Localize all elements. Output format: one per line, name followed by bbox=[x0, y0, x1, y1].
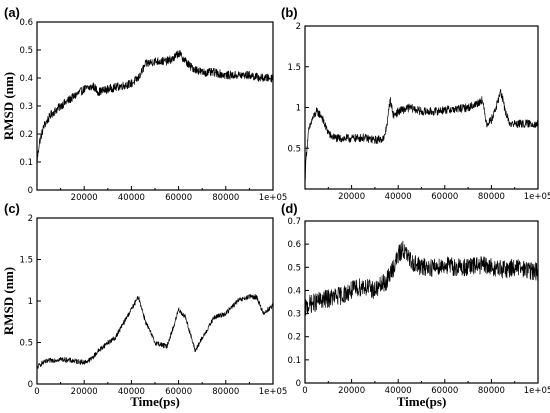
panel-label: (c) bbox=[4, 201, 20, 216]
x-tick-label: 20000 bbox=[71, 193, 98, 203]
y-tick-label: 1 bbox=[296, 104, 301, 114]
y-tick-label: 0.5 bbox=[19, 46, 33, 56]
plot-frame bbox=[304, 25, 539, 190]
rmsd-trace bbox=[36, 50, 274, 163]
y-tick-label: 0.2 bbox=[19, 130, 33, 140]
x-tick-label: 40000 bbox=[385, 192, 412, 202]
x-tick-label: 60000 bbox=[431, 192, 458, 202]
x-tick-label: 80000 bbox=[212, 193, 239, 203]
y-tick-label: 0.4 bbox=[19, 74, 33, 84]
y-tick-label: 0.5 bbox=[287, 263, 301, 273]
panel-label: (b) bbox=[281, 5, 298, 20]
y-tick-label: 0.1 bbox=[19, 158, 33, 168]
x-tick-label: 40000 bbox=[385, 386, 412, 396]
x-tick-label: 0 bbox=[302, 386, 307, 396]
x-axis-title: Time(ps) bbox=[397, 394, 447, 409]
y-tick-label: 0 bbox=[28, 380, 33, 390]
x-tick-label: 0 bbox=[34, 387, 39, 397]
y-tick-label: 1.5 bbox=[287, 63, 301, 73]
plot-frame bbox=[304, 220, 539, 384]
y-tick-label: 2 bbox=[28, 214, 33, 224]
y-tick-label: 0.1 bbox=[287, 356, 301, 366]
x-tick-label: 1e+05 bbox=[259, 193, 288, 203]
panel-a: (a) 20000 40000 60000 80000 1e+05 0 0.1 0.2 0.3 0.… bbox=[1, 5, 287, 203]
panel-c: (c) 0 20000 40000 60000 80000 1e+05 0 0.5 1 1.5 2 RM… bbox=[1, 201, 287, 409]
y-tick-label: 0.7 bbox=[287, 217, 301, 227]
x-tick-label: 60000 bbox=[165, 193, 192, 203]
y-tick-label: 1.5 bbox=[19, 256, 33, 266]
y-tick-label: 0.6 bbox=[19, 18, 33, 28]
panel-d: (d) 0 20000 40000 60000 80000 1e+05 0 0.1 0.2 0.3 0… bbox=[281, 201, 550, 409]
y-tick-label: 0.6 bbox=[287, 240, 301, 250]
y-tick-label: 0 bbox=[28, 186, 33, 196]
x-tick-label: 80000 bbox=[478, 386, 505, 396]
x-tick-label: 40000 bbox=[118, 193, 145, 203]
panel-b: (b) 20000 40000 60000 80000 1e+05 0.5 1 1.5 2 bbox=[281, 5, 550, 202]
y-tick-label: 0.5 bbox=[19, 339, 33, 349]
x-tick-label: 1e+05 bbox=[524, 386, 550, 396]
x-axis-title: Time(ps) bbox=[130, 394, 180, 409]
x-tick-label: 60000 bbox=[431, 386, 458, 396]
y-tick-label: 0.3 bbox=[19, 102, 33, 112]
y-axis-title: RMSD (nm) bbox=[1, 267, 16, 335]
x-tick-label: 40000 bbox=[118, 387, 145, 397]
rmsd-trace bbox=[304, 240, 539, 316]
y-tick-label: 0 bbox=[296, 379, 301, 389]
y-tick-label: 0.3 bbox=[287, 310, 301, 320]
rmsd-trace bbox=[304, 88, 539, 180]
x-tick-label: 80000 bbox=[212, 387, 239, 397]
x-tick-label: 80000 bbox=[478, 192, 505, 202]
x-tick-label: 20000 bbox=[338, 192, 365, 202]
x-tick-label: 20000 bbox=[71, 387, 98, 397]
plot-frame bbox=[36, 21, 274, 191]
y-tick-label: 0.5 bbox=[287, 144, 301, 154]
x-tick-label: 20000 bbox=[338, 386, 365, 396]
panel-label: (d) bbox=[281, 201, 298, 216]
y-tick-label: 0.4 bbox=[287, 286, 301, 296]
y-tick-label: 1 bbox=[28, 297, 33, 307]
x-tick-label: 1e+05 bbox=[259, 387, 288, 397]
rmsd-trace bbox=[36, 294, 274, 369]
x-tick-label: 60000 bbox=[165, 387, 192, 397]
y-tick-label: 2 bbox=[296, 22, 301, 32]
y-tick-label: 0.2 bbox=[287, 333, 301, 343]
panel-label: (a) bbox=[4, 5, 20, 20]
y-axis-title: RMSD (nm) bbox=[1, 72, 16, 140]
x-tick-label: 1e+05 bbox=[524, 192, 550, 202]
